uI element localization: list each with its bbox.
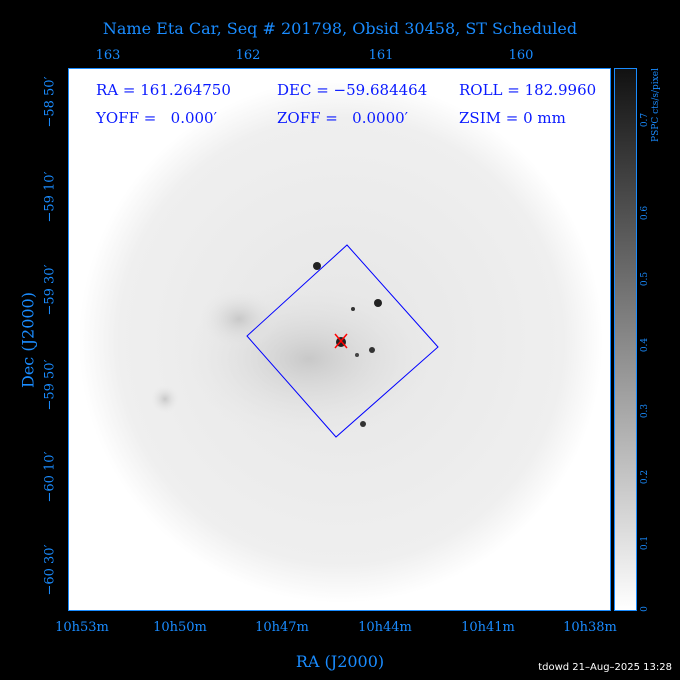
xray-source (360, 421, 366, 427)
top-axis-tick-label: 160 (508, 48, 534, 63)
xray-source (369, 347, 375, 353)
x-axis-label: RA (J2000) (295, 652, 385, 671)
zsim-readout: ZSIM = 0 mm (459, 109, 566, 127)
top-axis-tick-label: 161 (368, 48, 394, 63)
top-axis-tick-label: 162 (235, 48, 261, 63)
colorbar-tick-label: 0.3 (640, 403, 650, 419)
top-axis-tick-label: 163 (95, 48, 121, 63)
left-axis-tick-label: −59 10′ (42, 171, 58, 223)
yoff-readout: YOFF = 0.000′ (96, 109, 218, 127)
colorbar-tick-label: 0.6 (640, 205, 650, 221)
bottom-axis-tick-label: 10h38m (563, 620, 617, 635)
bottom-axis-tick-label: 10h44m (358, 620, 412, 635)
bottom-axis-tick-label: 10h50m (153, 620, 207, 635)
field-of-view-box (246, 244, 439, 438)
left-axis-tick-label: −59 30′ (42, 264, 58, 316)
colorbar-tick-label: 0.7 (640, 112, 650, 128)
sky-image[interactable]: RA = 161.264750 DEC = −59.684464 ROLL = … (68, 68, 611, 611)
bottom-axis-tick-label: 10h41m (461, 620, 515, 635)
colorbar-tick-label: 0.1 (640, 535, 650, 551)
ra-readout: RA = 161.264750 (96, 81, 231, 99)
roll-readout: ROLL = 182.9960 (459, 81, 597, 99)
xray-source (374, 299, 382, 307)
xray-source (313, 262, 321, 270)
colorbar-label: PSPC cts/s/pixel (651, 68, 661, 142)
dec-readout: DEC = −59.684464 (277, 81, 428, 99)
bottom-axis-tick-label: 10h47m (255, 620, 309, 635)
bottom-axis-tick-label: 10h53m (55, 620, 109, 635)
left-axis-tick-label: −60 30′ (42, 544, 58, 596)
target-marker-icon (334, 333, 348, 349)
colorbar (614, 68, 637, 611)
footer-stamp: tdowd 21–Aug–2025 13:28 (538, 662, 672, 673)
colorbar-tick-label: 0.4 (640, 337, 650, 353)
plot-title: Name Eta Car, Seq # 201798, Obsid 30458,… (102, 19, 578, 38)
xray-source (355, 353, 359, 357)
xray-source (351, 307, 355, 311)
diffuse-emission (199, 289, 279, 349)
zoff-readout: ZOFF = 0.0000′ (277, 109, 409, 127)
left-axis-tick-label: −58 50′ (42, 76, 58, 128)
diffuse-emission (151, 385, 179, 413)
left-axis-tick-label: −60 10′ (42, 451, 58, 503)
colorbar-tick-label: 0 (640, 606, 650, 612)
sky-image-render (79, 79, 603, 603)
colorbar-tick-label: 0.2 (640, 469, 650, 485)
y-axis-label: Dec (J2000) (18, 292, 38, 388)
colorbar-tick-label: 0.5 (640, 271, 650, 287)
left-axis-tick-label: −59 50′ (42, 359, 58, 411)
